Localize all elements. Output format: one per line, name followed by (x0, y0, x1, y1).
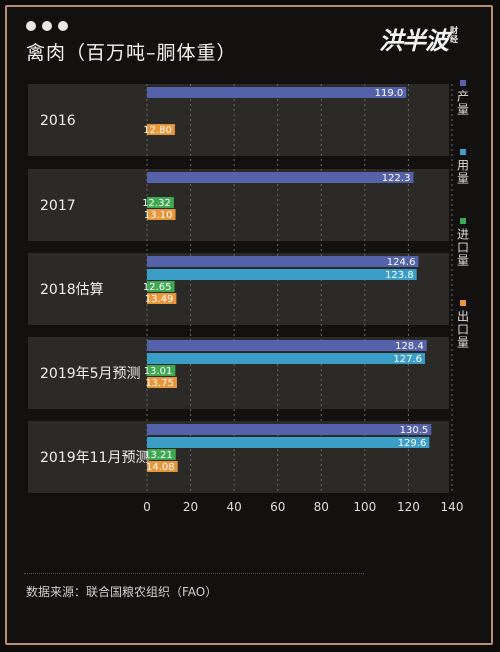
bar-value-label: 13.01 (144, 366, 173, 377)
x-tick-label: 20 (183, 500, 198, 514)
bar-value-label: 122.3 (382, 173, 411, 184)
bar-产量 (147, 87, 406, 98)
legend-swatch (460, 218, 466, 224)
bar-产量 (147, 172, 413, 183)
footer-divider (24, 573, 364, 574)
bar-value-label: 13.10 (144, 210, 173, 221)
bar-用量 (147, 353, 425, 364)
category-label: 2017 (40, 198, 76, 214)
legend-label: 用量 (455, 159, 472, 185)
category-label: 2018估算 (40, 282, 104, 298)
legend-item: 用量 (453, 149, 473, 185)
legend-label: 产量 (455, 90, 472, 116)
bar-用量 (147, 269, 417, 280)
bar-value-label: 12.80 (143, 125, 172, 136)
data-source: 数据来源：联合国粮农组织（FAO） (26, 583, 217, 600)
bar-value-label: 127.6 (393, 354, 422, 365)
legend-swatch (460, 149, 466, 155)
bar-产量 (147, 256, 418, 267)
bar-产量 (147, 340, 427, 351)
legend-item: 进口量 (453, 218, 473, 267)
bar-value-label: 130.5 (400, 425, 429, 436)
bar-value-label: 128.4 (395, 341, 424, 352)
x-tick-label: 80 (314, 500, 329, 514)
x-tick-label: 60 (270, 500, 285, 514)
x-tick-label: 0 (143, 500, 151, 514)
x-tick-label: 120 (397, 500, 420, 514)
bar-value-label: 13.75 (145, 378, 174, 389)
bar-value-label: 129.6 (398, 438, 427, 449)
bar-value-label: 13.49 (145, 294, 174, 305)
category-label: 2016 (40, 113, 76, 129)
legend-label: 进口量 (455, 228, 472, 267)
category-label: 2019年5月预测 (40, 366, 141, 382)
bar-用量 (147, 437, 429, 448)
legend-swatch (460, 80, 466, 86)
legend-label: 出口量 (455, 310, 472, 349)
bar-value-label: 123.8 (385, 270, 414, 281)
category-label: 2019年11月预测 (40, 450, 149, 466)
x-tick-label: 140 (441, 500, 464, 514)
x-tick-label: 100 (353, 500, 376, 514)
x-tick-label: 40 (227, 500, 242, 514)
legend-item: 产量 (453, 80, 473, 116)
bar-value-label: 124.6 (387, 257, 416, 268)
bar-value-label: 119.0 (375, 88, 404, 99)
bar-value-label: 12.65 (143, 282, 172, 293)
bar-value-label: 13.21 (144, 450, 173, 461)
chart-legend: 产量用量进口量出口量 (453, 80, 473, 382)
bar-产量 (147, 424, 431, 435)
legend-item: 出口量 (453, 300, 473, 349)
bar-value-label: 14.08 (146, 462, 175, 473)
legend-swatch (460, 300, 466, 306)
bar-value-label: 12.32 (142, 198, 171, 209)
